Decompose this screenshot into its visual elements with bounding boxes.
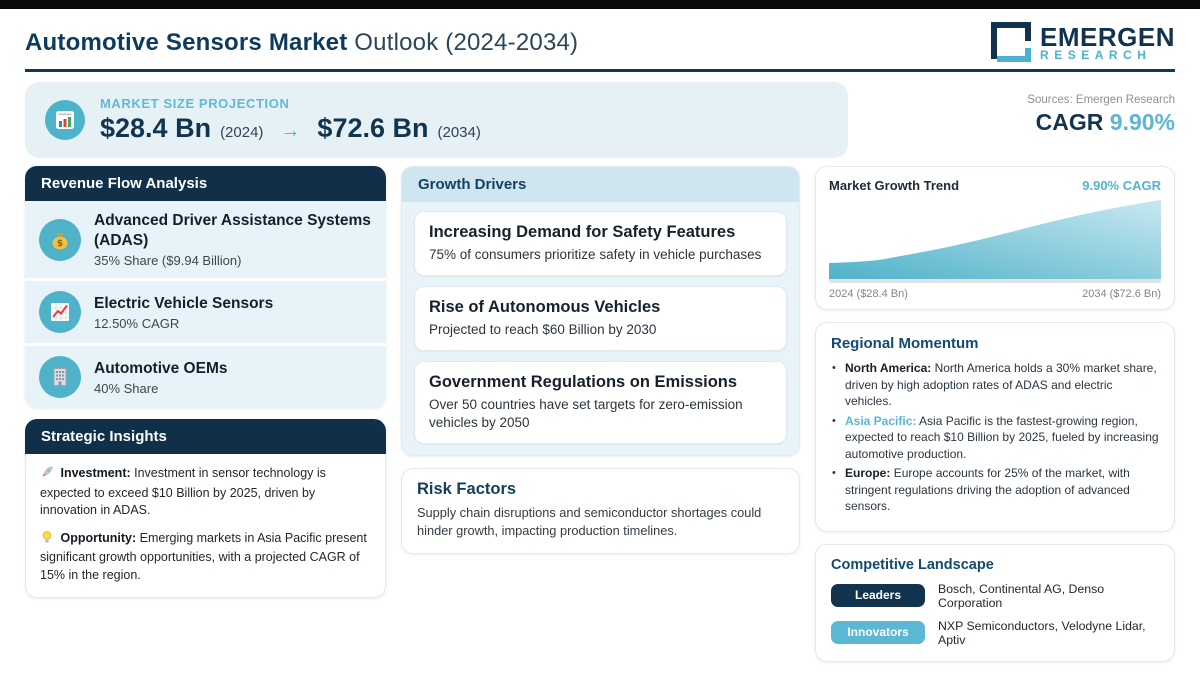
- page-title: Automotive Sensors Market Outlook (2024-…: [25, 29, 578, 57]
- list-item-text: Automotive OEMs 40% Share: [94, 359, 227, 396]
- office-building-icon: [39, 356, 81, 398]
- year-2034: (2034): [437, 124, 481, 141]
- growth-drivers-panel: Growth Drivers Increasing Demand for Saf…: [401, 166, 800, 456]
- insight-text: Emerging markets in Asia Pacific present…: [40, 530, 367, 582]
- projection-text: MARKET SIZE PROJECTION $28.4 Bn (2024) →…: [100, 96, 481, 144]
- insight-opportunity: Opportunity: Emerging markets in Asia Pa…: [40, 530, 371, 585]
- regional-momentum-title: Regional Momentum: [831, 335, 979, 352]
- revenue-flow-header: Revenue Flow Analysis: [25, 166, 386, 201]
- strategic-insights-header: Strategic Insights: [25, 419, 386, 454]
- top-black-bar: [0, 0, 1200, 9]
- region-text: Asia Pacific is the fastest-growing regi…: [845, 413, 1159, 461]
- bar-chart-icon: [45, 100, 85, 140]
- value-2024: $28.4 Bn: [100, 113, 212, 143]
- item-title: Advanced Driver Assistance Systems (ADAS…: [94, 212, 371, 249]
- driver-title: Government Regulations on Emissions: [429, 373, 738, 391]
- competitive-landscape-title: Competitive Landscape: [831, 556, 994, 573]
- logo-main-text: EMERGEN: [1040, 21, 1175, 52]
- risk-factors-text: Supply chain disruptions and semiconduct…: [417, 505, 762, 538]
- item-title: Electric Vehicle Sensors: [94, 294, 274, 312]
- title-underline: [25, 69, 1175, 72]
- revenue-flow-panel: Revenue Flow Analysis $ Advanced Driver …: [25, 166, 386, 408]
- insight-label: Opportunity:: [60, 530, 137, 545]
- light-bulb-icon: [40, 530, 54, 550]
- region-label: Europe:: [845, 466, 891, 480]
- trend-title: Market Growth Trend: [829, 178, 960, 193]
- region-label: Asia Pacific:: [845, 413, 917, 428]
- table-row-innovators: Innovators NXP Semiconductors, Velodyne …: [831, 619, 1159, 647]
- area-chart: [829, 200, 1161, 279]
- item-subtitle: 35% Share ($9.94 Billion): [94, 253, 242, 268]
- item-subtitle: 12.50% CAGR: [94, 315, 180, 331]
- list-item-text: Advanced Driver Assistance Systems (ADAS…: [94, 211, 372, 268]
- driver-card-safety: Increasing Demand for Safety Features 75…: [414, 211, 787, 276]
- region-label: North America:: [845, 361, 932, 375]
- projection-label: MARKET SIZE PROJECTION: [100, 96, 290, 111]
- insight-label: Investment:: [60, 466, 131, 480]
- market-growth-trend-card: Market Growth Trend 9.90% CAGR 2024 ($28…: [815, 166, 1175, 310]
- leaders-badge: Leaders: [831, 584, 925, 607]
- cagr-line: CAGR 9.90%: [848, 109, 1175, 136]
- page-title-bold: Automotive Sensors Market: [25, 29, 348, 56]
- competitive-landscape-card: Competitive Landscape Leaders Bosch, Con…: [815, 543, 1175, 662]
- arrow-right-icon: →: [280, 120, 301, 142]
- logo-square-icon: [988, 19, 1032, 68]
- chart-increasing-icon: [39, 291, 81, 333]
- region-text: North America holds a 30% market share, …: [845, 361, 1157, 408]
- x-axis-label-end: 2034 ($72.6 Bn): [1082, 288, 1161, 300]
- money-bag-icon: $: [39, 218, 81, 261]
- driver-card-regulations: Government Regulations on Emissions Over…: [414, 361, 787, 444]
- logo-sub-text: RESEARCH: [1040, 47, 1152, 62]
- risk-factors-card: Risk Factors Supply chain disruptions an…: [401, 468, 800, 554]
- growth-drivers-body: Increasing Demand for Safety Features 75…: [402, 202, 799, 455]
- cagr-value: 9.90%: [1109, 109, 1175, 135]
- chart-baseline: [829, 279, 1161, 283]
- risk-factors-title: Risk Factors: [417, 480, 517, 498]
- insight-text: Investment in sensor technology is expec…: [40, 466, 326, 517]
- strategic-insights-panel: Strategic Insights Investment: Investmen…: [25, 419, 386, 598]
- growth-drivers-header: Growth Drivers: [402, 167, 799, 202]
- projection-row: MARKET SIZE PROJECTION $28.4 Bn (2024) →…: [25, 82, 1175, 158]
- page-header: Automotive Sensors Market Outlook (2024-…: [25, 20, 1175, 66]
- innovators-companies: NXP Semiconductors, Velodyne Lidar, Apti…: [938, 618, 1146, 647]
- driver-text: 75% of consumers prioritize safety in ve…: [429, 247, 762, 262]
- x-axis-label-start: 2024 ($28.4 Bn): [829, 288, 908, 300]
- item-subtitle: 40% Share: [94, 380, 159, 396]
- innovators-badge: Innovators: [831, 621, 925, 644]
- driver-title: Increasing Demand for Safety Features: [429, 223, 736, 241]
- list-item-automotive-oems: Automotive OEMs 40% Share: [25, 346, 386, 408]
- value-2034: $72.6 Bn: [317, 113, 429, 143]
- market-size-projection-banner: MARKET SIZE PROJECTION $28.4 Bn (2024) →…: [25, 82, 848, 158]
- regional-momentum-card: Regional Momentum North America: North A…: [815, 322, 1175, 532]
- year-2024: (2024): [220, 124, 264, 141]
- driver-text: Projected to reach $60 Billion by 2030: [429, 322, 657, 337]
- driver-text: Over 50 countries have set targets for z…: [429, 397, 743, 430]
- table-row-leaders: Leaders Bosch, Continental AG, Denso Cor…: [831, 582, 1159, 610]
- sources-cagr-block: Sources: Emergen Research CAGR 9.90%: [848, 82, 1175, 158]
- logo-text: EMERGEN RESEARCH: [1040, 21, 1175, 62]
- page-title-rest: Outlook (2024-2034): [347, 29, 579, 56]
- list-item-asia-pacific: Asia Pacific: Asia Pacific is the fastes…: [831, 413, 1159, 463]
- projection-values: $28.4 Bn (2024) → $72.6 Bn (2034): [100, 113, 481, 144]
- rocket-icon: [40, 465, 54, 485]
- svg-text:$: $: [57, 239, 63, 249]
- driver-card-autonomous: Rise of Autonomous Vehicles Projected to…: [414, 286, 787, 351]
- list-item-text: Electric Vehicle Sensors 12.50% CAGR: [94, 294, 273, 331]
- list-item-ev-sensors: Electric Vehicle Sensors 12.50% CAGR: [25, 281, 386, 346]
- list-item-adas: $ Advanced Driver Assistance Systems (AD…: [25, 201, 386, 281]
- leaders-companies: Bosch, Continental AG, Denso Corporation: [938, 581, 1105, 610]
- regional-list: North America: North America holds a 30%…: [831, 360, 1159, 515]
- emergen-research-logo: EMERGEN RESEARCH: [988, 19, 1175, 68]
- region-text: Europe accounts for 25% of the market, w…: [845, 466, 1130, 513]
- list-item-north-america: North America: North America holds a 30%…: [831, 360, 1159, 410]
- item-title: Automotive OEMs: [94, 359, 228, 377]
- driver-title: Rise of Autonomous Vehicles: [429, 298, 661, 316]
- sources-text: Sources: Emergen Research: [1027, 94, 1175, 106]
- insight-investment: Investment: Investment in sensor technol…: [40, 465, 371, 520]
- strategic-insights-body: Investment: Investment in sensor technol…: [25, 454, 386, 598]
- list-item-europe: Europe: Europe accounts for 25% of the m…: [831, 465, 1159, 515]
- cagr-label: CAGR: [1035, 109, 1110, 135]
- trend-cagr-badge: 9.90% CAGR: [1082, 178, 1161, 193]
